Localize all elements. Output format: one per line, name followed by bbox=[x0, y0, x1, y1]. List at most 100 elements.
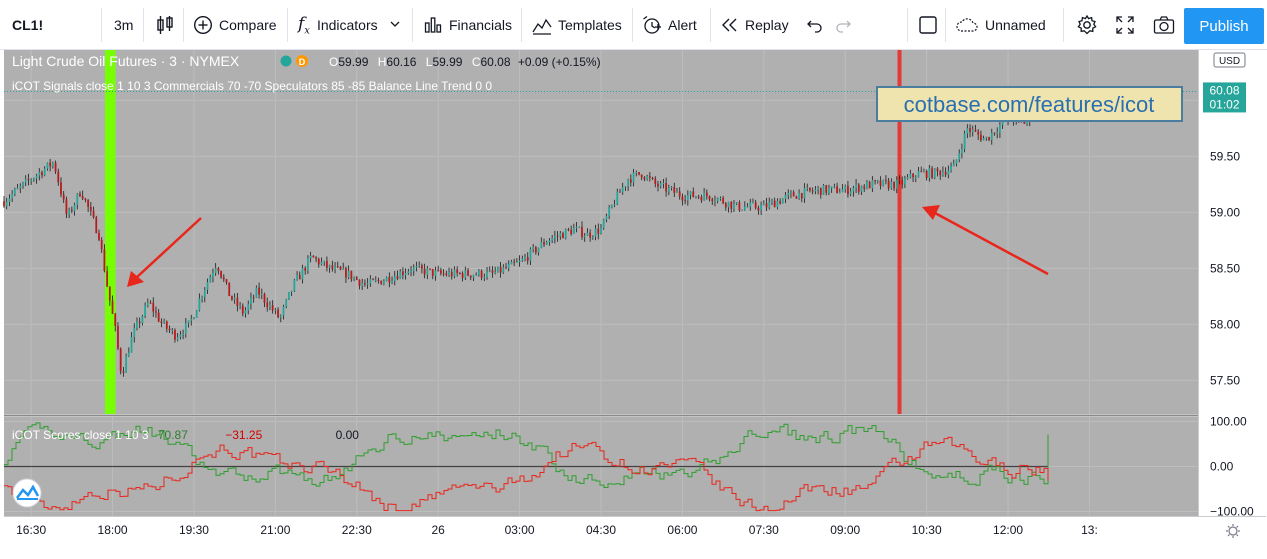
currency-badge[interactable] bbox=[1213, 52, 1246, 68]
candle-body bbox=[841, 189, 844, 193]
candle-body bbox=[496, 266, 499, 273]
templates-button[interactable]: Templates bbox=[532, 10, 622, 40]
snapshot-button[interactable] bbox=[1153, 10, 1181, 40]
candle-body bbox=[898, 179, 901, 181]
candle-body bbox=[103, 249, 106, 272]
candle-body bbox=[136, 321, 138, 329]
candle-body bbox=[255, 287, 258, 298]
candle-body bbox=[657, 183, 659, 187]
candle-body bbox=[168, 328, 171, 331]
symbol-button[interactable]: CL1! bbox=[12, 10, 43, 40]
chart-area[interactable]: 57.50 58.00 58.50 59.00 59.50 100.00 0.00 −100.… bbox=[0, 50, 1267, 554]
candle-body bbox=[467, 270, 469, 276]
candle-body bbox=[695, 196, 697, 198]
candle-body bbox=[871, 180, 874, 189]
toolbar-divider bbox=[1063, 8, 1064, 42]
candle-body bbox=[277, 309, 279, 318]
candle-body bbox=[610, 205, 613, 208]
candle-body bbox=[814, 189, 817, 192]
candle-body bbox=[35, 175, 38, 179]
candle-body bbox=[282, 306, 285, 316]
chart-canvas[interactable]: 57.50 58.00 58.50 59.00 59.50 100.00 0.00 −100.… bbox=[0, 50, 1267, 554]
alarm-clock-icon bbox=[643, 15, 661, 34]
candle-body bbox=[377, 279, 380, 281]
expand-icon bbox=[1116, 16, 1134, 34]
layout-button[interactable]: Unnamed bbox=[955, 10, 1046, 40]
c-label: C bbox=[472, 55, 481, 69]
candle-body bbox=[114, 313, 117, 326]
candle-body bbox=[648, 176, 651, 178]
candle-body bbox=[458, 272, 461, 274]
candle-body bbox=[638, 172, 640, 175]
candle-body bbox=[247, 304, 250, 311]
candle-body bbox=[689, 191, 692, 196]
signal-bar bbox=[105, 50, 112, 414]
candle-body bbox=[372, 279, 374, 281]
candle-body bbox=[407, 271, 410, 274]
candle-body bbox=[811, 190, 814, 192]
candle-body bbox=[421, 265, 423, 269]
candle-body bbox=[800, 193, 803, 199]
chart-type-button[interactable] bbox=[156, 10, 180, 40]
bar-chart-icon bbox=[424, 17, 442, 33]
candle-body bbox=[244, 310, 247, 314]
financials-button[interactable]: Financials bbox=[423, 10, 512, 40]
gear-icon bbox=[1077, 14, 1097, 35]
candle-body bbox=[488, 270, 491, 272]
fullscreen-square-button[interactable] bbox=[918, 10, 944, 40]
candle-body bbox=[505, 267, 507, 269]
compare-label: Compare bbox=[219, 17, 277, 33]
candle-body bbox=[673, 187, 676, 193]
candle-body bbox=[952, 163, 955, 167]
redo-button[interactable] bbox=[834, 10, 858, 40]
candle-body bbox=[990, 132, 993, 141]
candle-body bbox=[122, 371, 125, 373]
candle-body bbox=[719, 198, 722, 200]
candle-body bbox=[594, 228, 597, 237]
rewind-icon bbox=[722, 18, 737, 32]
candle-body bbox=[537, 247, 540, 253]
scores-value-balance: 0.00 bbox=[336, 428, 360, 442]
candle-body bbox=[304, 268, 307, 271]
candle-body bbox=[692, 191, 695, 197]
settings-button[interactable] bbox=[1076, 10, 1104, 40]
candle-body bbox=[239, 305, 241, 307]
candle-body bbox=[521, 258, 524, 261]
change-value: +0.09 (+0.15%) bbox=[518, 55, 601, 69]
candle-body bbox=[214, 268, 217, 273]
candle-body bbox=[198, 298, 201, 311]
candle-body bbox=[11, 194, 14, 199]
interval-button[interactable]: 3m bbox=[114, 10, 133, 40]
candle-body bbox=[342, 268, 345, 270]
alert-button[interactable]: Alert bbox=[642, 10, 697, 40]
candle-body bbox=[279, 315, 282, 318]
candle-body bbox=[787, 193, 790, 196]
compare-button[interactable]: Compare bbox=[193, 10, 277, 40]
candle-body bbox=[184, 323, 187, 334]
replay-button[interactable]: Replay bbox=[721, 10, 789, 40]
fullscreen-button[interactable] bbox=[1115, 10, 1141, 40]
candle-body bbox=[760, 205, 763, 211]
candle-body bbox=[654, 178, 657, 184]
candle-body bbox=[678, 191, 681, 197]
signals-indicator-label: iCOT Signals close 1 10 3 Commercials 70… bbox=[12, 79, 492, 93]
h-label: H bbox=[378, 55, 387, 69]
candle-body bbox=[724, 203, 727, 208]
candle-body bbox=[331, 265, 334, 270]
candle-body bbox=[160, 321, 163, 323]
time-axis-settings-icon[interactable] bbox=[1226, 524, 1240, 538]
interval-label: 3m bbox=[114, 17, 134, 33]
candle-body bbox=[716, 198, 719, 202]
undo-button[interactable] bbox=[806, 10, 830, 40]
candle-body bbox=[950, 166, 952, 171]
candle-body bbox=[415, 266, 418, 268]
candle-body bbox=[852, 188, 855, 192]
candle-body bbox=[231, 296, 233, 300]
publish-button[interactable]: Publish bbox=[1184, 8, 1264, 44]
c-value: 60.08 bbox=[481, 55, 511, 69]
candle-body bbox=[309, 255, 312, 259]
candle-body bbox=[241, 305, 244, 314]
candle-body bbox=[936, 168, 939, 172]
candle-body bbox=[233, 297, 236, 300]
indicators-button[interactable]: fx Indicators bbox=[298, 10, 412, 40]
